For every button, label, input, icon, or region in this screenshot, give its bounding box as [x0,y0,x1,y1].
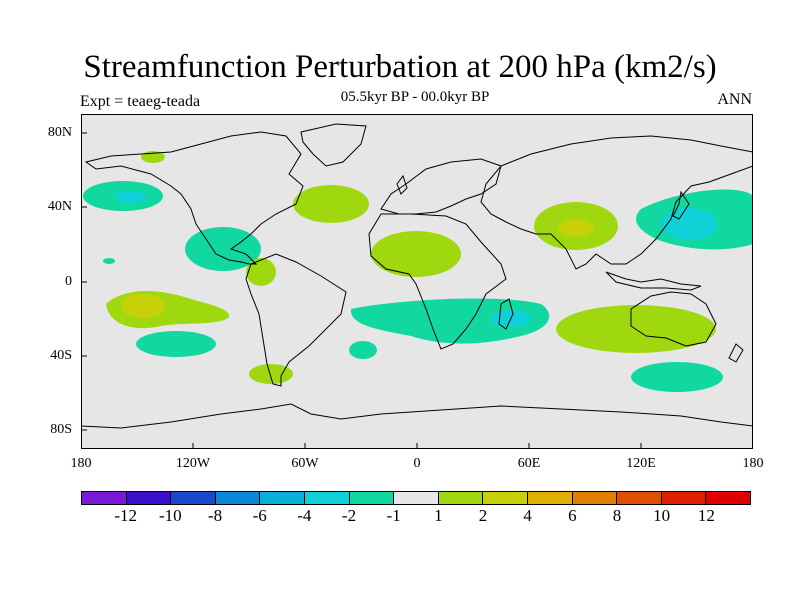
lon-label-180e: 180 [742,456,764,471]
coast-north-america [84,131,304,265]
anomaly-central-america-neg [185,227,261,271]
colorbar-swatch [260,492,305,504]
colorbar-swatch [304,492,350,504]
coast-greenland [300,123,367,167]
coast-madagascar [498,298,514,330]
colorbar-swatch [483,492,528,504]
lat-label-80n: 80N [47,125,72,140]
map-background [81,114,753,449]
anomaly-west-pacific-neg-core [661,208,717,240]
anomaly-south-indian-neg [631,362,723,392]
coast-africa [368,213,507,350]
anomaly-south-america-south-pos [249,364,293,384]
colorbar-label: 2 [478,506,488,525]
coast-australia [630,291,717,347]
colorbar-label: 6 [568,506,577,525]
colorbar-label: 1 [434,506,443,525]
colorbar-swatch [215,492,261,504]
coast-south-america [245,253,347,387]
map-panel [80,114,754,449]
colorbar-swatch [572,492,618,504]
colorbar-swatch [394,492,439,504]
map-svg [80,114,754,449]
colorbar [81,491,751,505]
colorbar-swatch [438,492,484,504]
colorbar-label: -8 [207,506,223,525]
experiment-label: Expt = teaeg-teada [80,93,201,110]
lat-label-0: 0 [65,274,72,289]
anomaly-south-pacific-neg [136,331,216,357]
colorbar-label: -12 [114,506,137,525]
anomaly-north-atlantic-pos [293,185,369,223]
colorbar-label: -10 [158,506,182,525]
coast-antarctica [80,403,754,429]
colorbar-swatch [617,492,662,504]
lon-label-60e: 60E [517,456,541,471]
colorbar-label: -1 [386,506,401,525]
anomaly-north-africa-pos [371,231,461,277]
anomaly-tropical-south-pacific-pos-core [121,294,165,318]
lat-label-40s: 40S [50,348,72,363]
colorbar-label: -6 [252,506,267,525]
lat-label-80s: 80S [50,422,72,437]
colorbar-label: 8 [612,506,622,525]
colorbar-label: 12 [697,506,715,525]
colorbar-label: 4 [523,506,532,525]
colorbar-swatch [527,492,573,504]
colorbar-swatch [349,492,395,504]
map-ticks [81,132,642,449]
lon-label-120w: 120W [175,456,211,471]
coast-japan [672,190,690,220]
anomaly-south-america-north-pos [246,258,276,286]
colorbar-swatch [126,492,172,504]
coastlines [80,123,754,429]
lon-label-0: 0 [413,456,421,471]
colorbar-swatch [706,492,750,504]
coast-asia [480,135,754,270]
coast-uk [396,174,408,195]
period-label: ANN [717,91,752,108]
colorbar-swatch [82,492,127,504]
anomaly-north-pacific-neg-core [115,191,147,203]
colorbar-swatch [171,492,216,504]
plot-subtitle: 05.5kyr BP - 00.0kyr BP [340,89,490,105]
colorbar-label: 10 [653,506,671,525]
anomaly-atlantic-small-neg [349,341,377,359]
plot-title: Streamfunction Perturbation at 200 hPa (… [83,49,717,85]
colorbar-swatch [661,492,707,504]
lat-label-40n: 40N [47,199,72,214]
lon-label-120e: 120E [626,456,656,471]
colorbar-label: -2 [341,506,357,525]
lon-label-180w: 180 [70,456,92,471]
anomaly-tibet-pos-core [558,219,594,237]
lon-label-60w: 60W [291,456,319,471]
anomaly-southern-africa-neg [350,298,550,344]
coast-europe [380,158,502,215]
coast-indonesia [605,271,702,291]
anomaly-pacific-small-neg [103,258,115,264]
coast-new-zealand [728,343,744,363]
colorbar-label: -4 [297,506,312,525]
